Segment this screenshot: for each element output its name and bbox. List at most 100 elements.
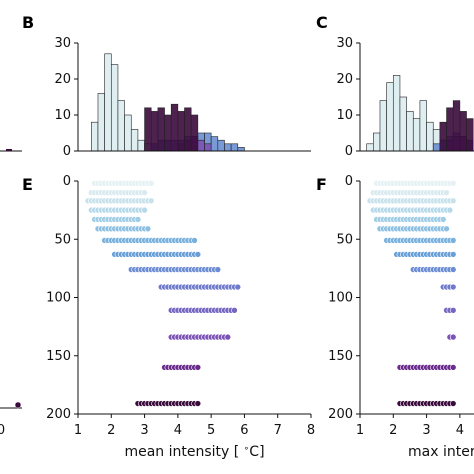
y-tick-label: 0 <box>345 174 353 189</box>
hist-bar <box>446 107 454 152</box>
scatter-point <box>224 333 232 341</box>
scatter-point <box>443 225 450 233</box>
y-tick-label: 100 <box>328 291 353 306</box>
hist-bar <box>432 143 441 152</box>
hist-bar <box>104 53 112 152</box>
scatter-point <box>231 307 238 314</box>
x-axis-label: mean intensity [ ∘C] <box>124 444 264 460</box>
x-tick-label: 3 <box>422 423 430 438</box>
hist-bar <box>110 64 119 152</box>
hist-bar <box>452 100 461 152</box>
scatter-point <box>194 364 202 371</box>
scatter-point <box>144 225 152 233</box>
hist-bar <box>406 111 414 152</box>
hist-bar <box>157 107 165 152</box>
hist-bar <box>197 139 205 152</box>
y-tick-label: 20 <box>54 72 71 87</box>
y-tick-label: 150 <box>46 349 71 364</box>
hist-bar <box>190 114 199 152</box>
y-tick-label: 30 <box>336 36 353 51</box>
hist-bar <box>164 114 172 152</box>
hist-bar <box>419 100 427 152</box>
y-tick-label: 200 <box>328 407 353 422</box>
hist-bar <box>466 118 474 152</box>
scatter-point <box>147 180 155 187</box>
scatter-point <box>449 283 457 291</box>
scatter-point <box>134 216 142 223</box>
scatter-point <box>443 189 450 196</box>
y-tick-label: 10 <box>336 108 353 123</box>
hist-bar <box>144 107 152 152</box>
histogram-panel-b: 0 10 20 30 <box>54 36 311 159</box>
hist-bar <box>237 147 245 152</box>
y-tick-label: 150 <box>328 349 353 364</box>
scatter-point <box>446 206 454 214</box>
x-tick-label: 1 <box>356 423 364 438</box>
y-tick-label: 0 <box>63 174 71 189</box>
scatter-point <box>147 197 155 205</box>
panel-label-b: B <box>22 13 34 32</box>
x-tick-label: 6 <box>240 423 248 438</box>
hist-bar <box>399 96 407 152</box>
x-tick-label: 2 <box>389 423 397 438</box>
scatter-point <box>449 180 457 187</box>
histogram-panel-c: 0 10 20 30 <box>336 36 474 159</box>
panel-label-f: F <box>316 175 327 194</box>
hist-bar <box>386 82 394 152</box>
scatter-point <box>449 307 457 314</box>
y-tick-label: 0 <box>63 144 71 159</box>
scatter-point <box>194 400 202 407</box>
hist-bar <box>459 111 467 152</box>
hist-bar <box>170 103 179 152</box>
scatter-point <box>449 400 457 407</box>
hist-bar <box>150 111 159 152</box>
x-tick-label: 8 <box>307 423 315 438</box>
hist-bar <box>117 100 125 152</box>
hist-bar <box>379 100 387 152</box>
hist-bar <box>412 118 421 152</box>
x-tick-label: 7 <box>274 423 282 438</box>
hist-bar <box>217 139 225 152</box>
hist-bar <box>210 136 219 152</box>
hist-bar <box>184 107 192 152</box>
x-tick-label: 0 <box>0 423 5 438</box>
scatter-point <box>191 237 198 244</box>
y-tick-label: 20 <box>336 72 353 87</box>
left-partial-panel: 0 <box>0 149 22 438</box>
hist-bar <box>137 139 145 152</box>
y-tick-label: 100 <box>46 291 71 306</box>
x-tick-label: 4 <box>174 423 182 438</box>
y-tick-label: 50 <box>54 232 71 247</box>
hist-bar <box>124 114 132 152</box>
panel-label-c: C <box>316 13 328 32</box>
x-tick-label: 1 <box>74 423 82 438</box>
scatter-point <box>449 333 457 341</box>
hist-bar <box>366 143 374 152</box>
x-tick-label: 2 <box>107 423 115 438</box>
x-tick-label: 5 <box>207 423 215 438</box>
scatter-point <box>439 216 447 223</box>
hist-bar <box>439 121 447 152</box>
y-tick-label: 10 <box>54 108 71 123</box>
y-tick-label: 0 <box>345 144 353 159</box>
scatter-point <box>449 364 457 371</box>
scatter-point <box>141 189 148 196</box>
y-tick-label: 50 <box>336 232 353 247</box>
scatter-point <box>449 197 457 205</box>
hist-bar <box>392 75 401 152</box>
hist-bar <box>230 143 239 152</box>
y-tick-label: 30 <box>54 36 71 51</box>
hist-bar <box>373 132 381 152</box>
scatter-point <box>449 251 457 258</box>
scatter-point <box>141 206 148 214</box>
x-tick-label: 4 <box>456 423 464 438</box>
x-axis-label: max inter <box>408 444 474 460</box>
x-tick-label: 3 <box>140 423 148 438</box>
hist-bar <box>91 121 99 152</box>
hist-bar <box>224 143 232 152</box>
scatter-point <box>234 283 242 291</box>
hist-bar <box>177 111 185 152</box>
